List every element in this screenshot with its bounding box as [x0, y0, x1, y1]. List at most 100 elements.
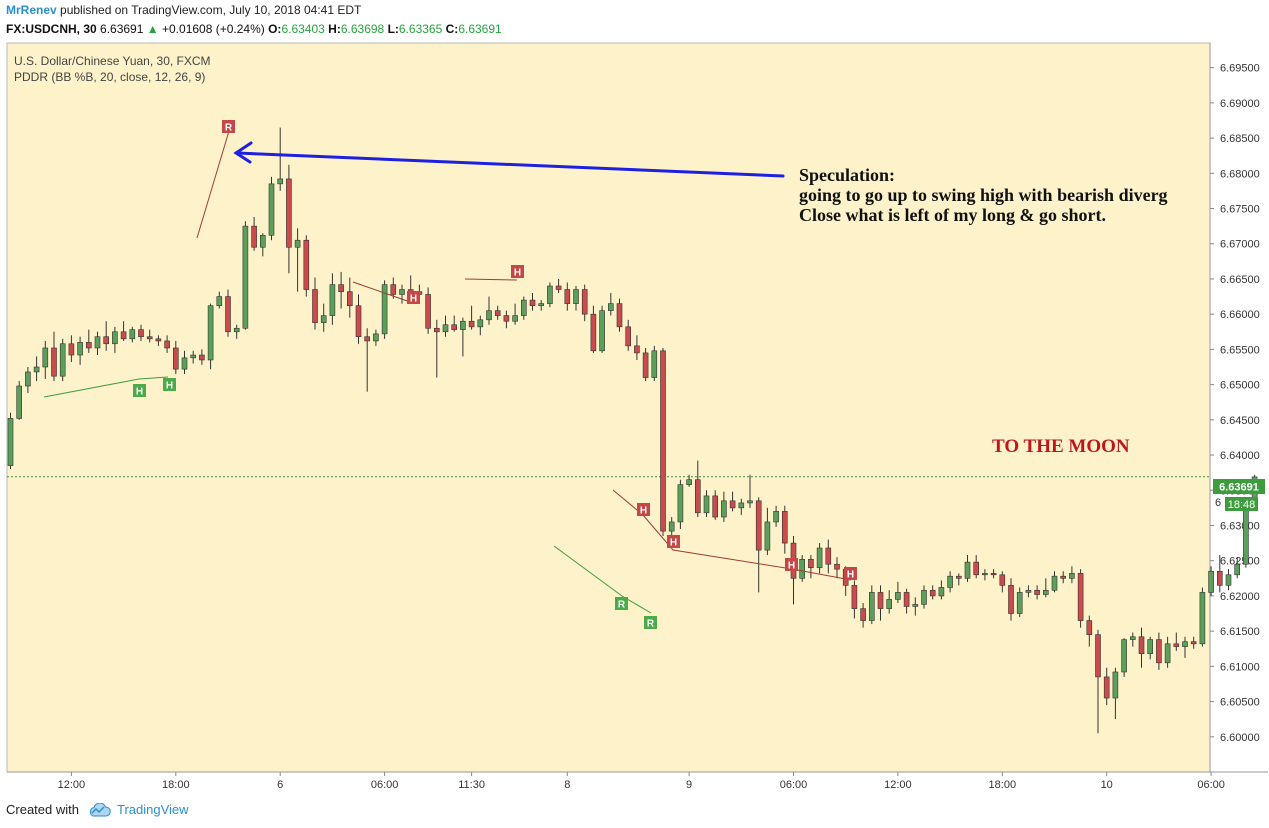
o-value: 6.63403 — [281, 22, 325, 36]
candle-body — [390, 284, 397, 295]
candle — [547, 282, 553, 308]
candle-body — [555, 285, 562, 290]
candle-body — [773, 511, 779, 523]
candle-body — [694, 479, 701, 514]
candle — [538, 300, 545, 311]
y-tick-label: 6.65000 — [1220, 380, 1260, 392]
chart-background — [6, 42, 1211, 773]
candle-body — [616, 303, 623, 328]
candle — [668, 517, 675, 537]
time-axis-panel[interactable] — [7, 772, 1210, 794]
arrow-shaft — [235, 151, 785, 178]
symbol-interval: FX:USDCNH, 30 — [6, 22, 97, 36]
up-arrow-icon: ▲ — [146, 22, 159, 36]
candle — [581, 284, 588, 322]
tradingview-brand: TradingView — [116, 802, 189, 817]
candle — [651, 345, 658, 382]
candle-body — [199, 354, 205, 361]
c-label: C: — [445, 22, 459, 36]
x-tick-label: 06:00 — [1197, 779, 1225, 791]
candle-body — [1243, 505, 1249, 565]
candle — [1060, 571, 1066, 584]
x-tick-label: 06:00 — [371, 779, 399, 791]
candle-body — [712, 495, 719, 518]
candle-body — [1034, 589, 1040, 595]
candle-body — [747, 500, 753, 504]
candle — [373, 329, 379, 346]
svg-text:R: R — [618, 600, 626, 611]
candle-body — [242, 225, 249, 329]
candle — [738, 498, 745, 515]
candle — [660, 347, 666, 537]
candle-body — [294, 239, 301, 248]
candle-body — [520, 299, 527, 316]
candle — [433, 319, 440, 378]
candle — [1225, 569, 1232, 591]
candle — [1008, 578, 1014, 621]
svg-text:H: H — [514, 268, 521, 279]
candle — [599, 305, 605, 353]
candle — [634, 335, 640, 360]
candle-body — [903, 592, 910, 607]
svg-text:H: H — [847, 570, 854, 581]
candle — [1156, 632, 1162, 670]
price-axis-panel[interactable] — [1210, 43, 1268, 772]
candle — [877, 585, 884, 621]
candle — [460, 317, 466, 357]
candle — [677, 479, 684, 529]
bearish-divergence-line-1 — [196, 130, 230, 239]
candle-body — [425, 294, 431, 329]
marker-h-green-1: H — [133, 384, 146, 398]
candle — [895, 581, 901, 603]
candle — [764, 507, 771, 556]
svg-text:R: R — [225, 123, 233, 134]
candle-body — [990, 573, 997, 576]
h-label: H: — [328, 22, 341, 36]
tradingview-link[interactable]: TradingView — [87, 802, 189, 817]
candle-body — [1138, 636, 1145, 654]
candle-body — [1060, 575, 1066, 579]
marker-r-top: R — [222, 120, 235, 134]
candle-body — [1225, 574, 1232, 586]
y-tick-label: 6.69500 — [1220, 63, 1260, 75]
candle-body — [886, 599, 893, 609]
candle — [338, 271, 344, 309]
candle — [712, 490, 719, 520]
candle-body — [634, 345, 640, 354]
candle — [233, 324, 240, 339]
candle — [146, 329, 153, 343]
candle — [1182, 636, 1188, 658]
candle-body — [1199, 592, 1206, 645]
candle — [1138, 627, 1145, 668]
candle — [729, 491, 736, 512]
author-link[interactable]: MrRenev — [6, 3, 57, 17]
candle — [399, 284, 405, 304]
candle-body — [173, 347, 179, 370]
marker-r-green-1: R — [615, 597, 628, 611]
candle-body — [721, 500, 727, 518]
x-tick-label: 9 — [686, 779, 692, 791]
candle — [529, 293, 536, 311]
candle — [721, 491, 727, 522]
candle-body — [816, 547, 823, 569]
candle — [703, 490, 710, 518]
c-value: 6.63691 — [458, 22, 502, 36]
candle-body — [164, 340, 170, 349]
candle-body — [460, 320, 466, 330]
candle — [77, 336, 83, 365]
bearish-divergence-line-2 — [352, 281, 414, 304]
svg-text:H: H — [788, 561, 795, 572]
signal-markers: R H H H H H H H H R R — [133, 120, 857, 630]
candle-body — [103, 336, 109, 345]
candle — [346, 277, 353, 318]
candle-body — [1025, 589, 1032, 593]
candle-body — [486, 310, 492, 321]
candle-body — [921, 589, 927, 605]
indicator-label[interactable]: PDDR (BB %B, 20, close, 12, 26, 9) — [14, 70, 205, 84]
candle-body — [799, 558, 806, 579]
y-tick-label: 6.60000 — [1220, 732, 1260, 744]
y-tick-label: 6.65500 — [1220, 344, 1260, 356]
candle — [694, 460, 701, 518]
candle-body — [642, 352, 649, 378]
